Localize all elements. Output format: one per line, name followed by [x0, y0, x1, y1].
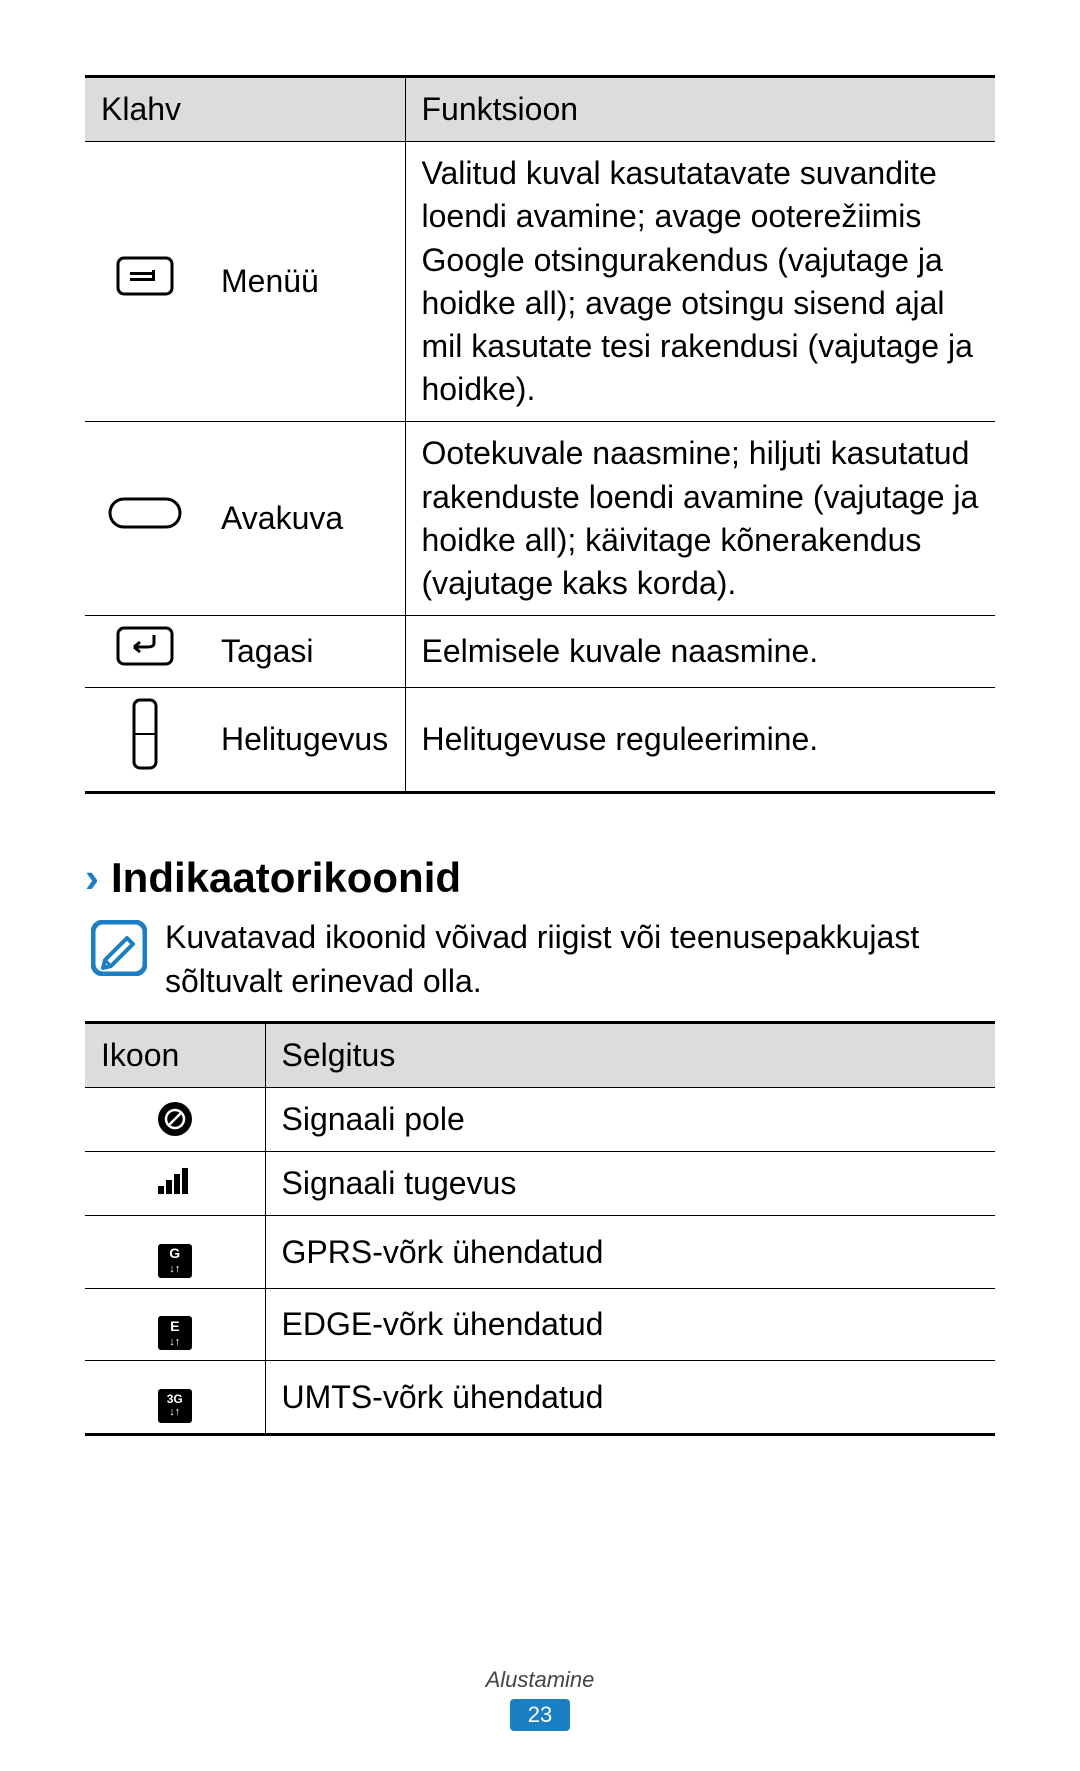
table-row: G↓↑ GPRS-võrk ühendatud [85, 1216, 995, 1289]
icon-description: GPRS-võrk ühendatud [265, 1216, 995, 1289]
note-block: Kuvatavad ikoonid võivad riigist või tee… [85, 916, 995, 1002]
key-function: Helitugevuse reguleerimine. [405, 688, 995, 793]
table-row: Avakuva Ootekuvale naasmine; hiljuti kas… [85, 422, 995, 616]
table-row: E↓↑ EDGE-võrk ühendatud [85, 1288, 995, 1361]
section-heading: › Indikaatorikoonid [85, 854, 995, 902]
back-key-icon [85, 616, 205, 688]
chevron-icon: › [85, 854, 99, 902]
icon-description: Signaali pole [265, 1088, 995, 1152]
footer-section-label: Alustamine [0, 1667, 1080, 1693]
header-key: Klahv [85, 77, 405, 142]
no-signal-icon [85, 1088, 265, 1152]
key-function: Eelmisele kuvale naasmine. [405, 616, 995, 688]
page-number-badge: 23 [510, 1699, 570, 1731]
key-name: Tagasi [205, 616, 405, 688]
table-row: Tagasi Eelmisele kuvale naasmine. [85, 616, 995, 688]
header-function: Funktsioon [405, 77, 995, 142]
table-row: 3G↓↑ UMTS-võrk ühendatud [85, 1361, 995, 1435]
icon-description: EDGE-võrk ühendatud [265, 1288, 995, 1361]
home-key-icon [85, 422, 205, 616]
icon-description: UMTS-võrk ühendatud [265, 1361, 995, 1435]
gprs-icon: G↓↑ [85, 1216, 265, 1289]
menu-key-icon [85, 142, 205, 422]
key-function: Ootekuvale naasmine; hiljuti kasutatud r… [405, 422, 995, 616]
indicator-icons-table: Ikoon Selgitus Signaali pole Signaali tu… [85, 1021, 995, 1436]
table-row: Helitugevus Helitugevuse reguleerimine. [85, 688, 995, 793]
table-header-row: Klahv Funktsioon [85, 77, 995, 142]
table-row: Signaali tugevus [85, 1152, 995, 1216]
header-description: Selgitus [265, 1022, 995, 1087]
icon-description: Signaali tugevus [265, 1152, 995, 1216]
table-row: Signaali pole [85, 1088, 995, 1152]
table-header-row: Ikoon Selgitus [85, 1022, 995, 1087]
table-row: Menüü Valitud kuval kasutatavate suvandi… [85, 142, 995, 422]
volume-key-icon [85, 688, 205, 793]
key-name: Menüü [205, 142, 405, 422]
umts-icon: 3G↓↑ [85, 1361, 265, 1435]
page-footer: Alustamine 23 [0, 1667, 1080, 1731]
signal-strength-icon [85, 1152, 265, 1216]
edge-icon: E↓↑ [85, 1288, 265, 1361]
note-icon [91, 920, 147, 984]
keys-table: Klahv Funktsioon Menüü Valitud kuval kas… [85, 75, 995, 794]
key-name: Avakuva [205, 422, 405, 616]
key-function: Valitud kuval kasutatavate suvandite loe… [405, 142, 995, 422]
key-name: Helitugevus [205, 688, 405, 793]
note-text: Kuvatavad ikoonid võivad riigist või tee… [165, 916, 995, 1002]
heading-text: Indikaatorikoonid [111, 854, 461, 902]
header-icon: Ikoon [85, 1022, 265, 1087]
